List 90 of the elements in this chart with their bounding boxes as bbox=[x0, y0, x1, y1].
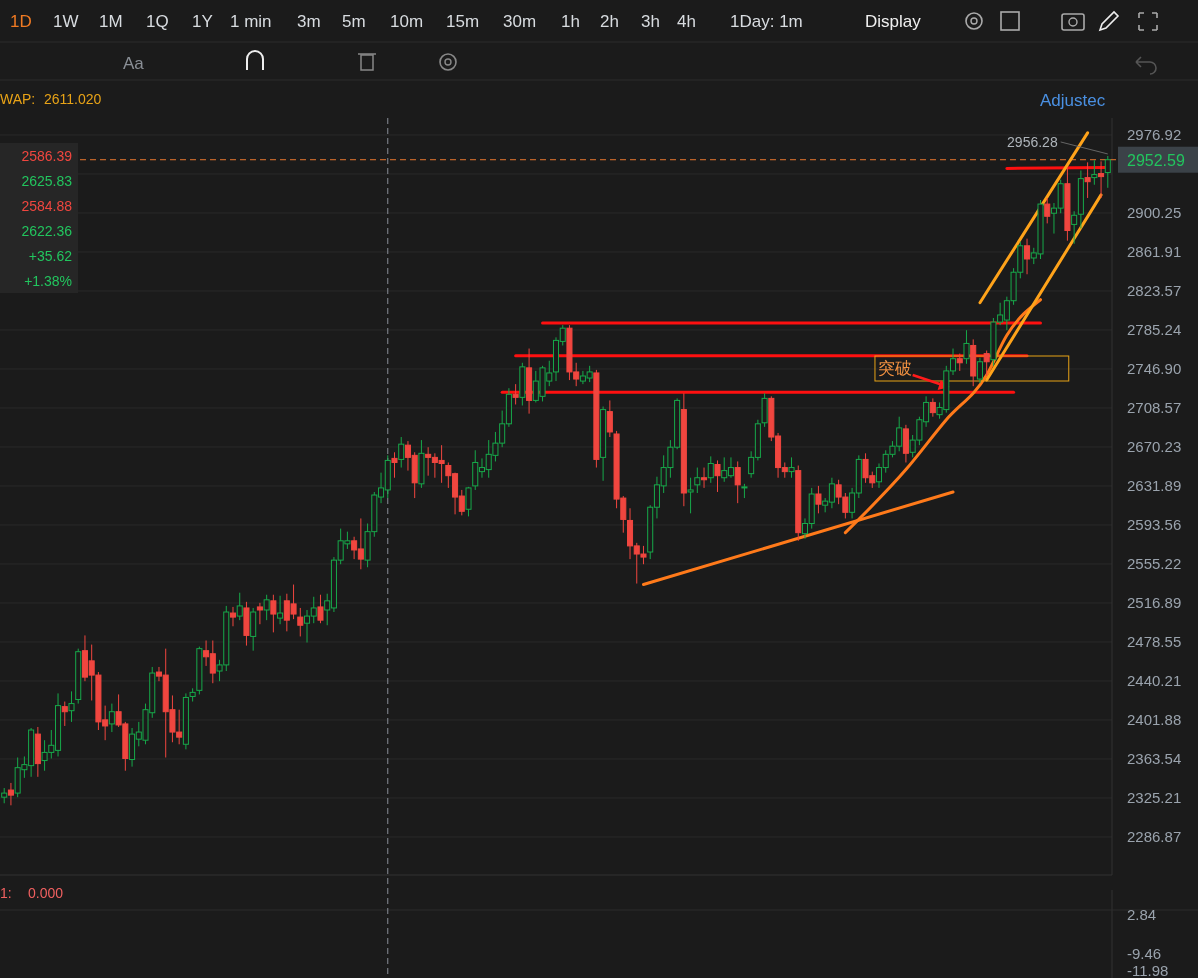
y-tick-label: 2900.25 bbox=[1127, 203, 1182, 221]
y-tick-label: 2823.57 bbox=[1127, 281, 1182, 299]
text: 2611.020 bbox=[44, 91, 102, 107]
candlestick bbox=[606, 399, 613, 438]
candlestick bbox=[687, 477, 694, 514]
candlestick bbox=[1091, 159, 1098, 186]
annotation: 2625.83 bbox=[21, 173, 73, 189]
candlestick bbox=[983, 350, 990, 377]
candlestick bbox=[465, 486, 472, 517]
annotation: 突破 bbox=[878, 359, 913, 378]
candlestick bbox=[694, 467, 701, 494]
y-tick-label: 2325.21 bbox=[1127, 788, 1182, 806]
candlestick bbox=[1098, 160, 1105, 199]
candlestick bbox=[1104, 155, 1111, 189]
candlestick bbox=[61, 701, 68, 727]
candlestick bbox=[297, 607, 304, 637]
text: WAP: bbox=[0, 91, 36, 107]
candlestick bbox=[68, 690, 75, 723]
candlestick bbox=[714, 459, 721, 493]
price-tag: 2952.59 bbox=[1118, 146, 1198, 173]
text: Aa bbox=[123, 54, 145, 73]
y-tick-label: 2861.91 bbox=[1127, 242, 1182, 260]
candlestick bbox=[976, 357, 983, 384]
text: 0.000 bbox=[28, 885, 64, 901]
ref-line-label: 2952.59 bbox=[1127, 151, 1185, 169]
text: 1h bbox=[561, 12, 580, 31]
candlestick bbox=[398, 436, 405, 469]
text: 1: bbox=[0, 885, 12, 901]
text: 3h bbox=[641, 12, 660, 31]
y-tick-label: 2631.89 bbox=[1127, 476, 1182, 494]
candlestick bbox=[108, 703, 115, 733]
y-tick-label: 2516.89 bbox=[1127, 593, 1182, 611]
text: 30m bbox=[503, 12, 537, 31]
text: 3m bbox=[297, 12, 321, 31]
candlestick bbox=[317, 594, 324, 624]
candlestick bbox=[701, 467, 708, 489]
candlestick bbox=[263, 594, 270, 621]
annotation: 2584.88 bbox=[21, 198, 73, 214]
y-tick-label: 2440.21 bbox=[1127, 671, 1182, 689]
text: 1Day: 1m bbox=[730, 12, 803, 31]
candlestick bbox=[512, 383, 519, 405]
y-tick-label: 2478.55 bbox=[1127, 632, 1182, 650]
y-tick-label: 2746.90 bbox=[1127, 359, 1182, 377]
candlestick bbox=[734, 460, 741, 504]
text: 4h bbox=[677, 12, 696, 31]
y-tick-label: 2593.56 bbox=[1127, 515, 1182, 533]
candlestick bbox=[1024, 238, 1031, 275]
candlestick bbox=[236, 592, 243, 621]
y-tick-label: 2555.22 bbox=[1127, 554, 1182, 572]
candlestick bbox=[229, 606, 237, 627]
y-tick-label: 2363.54 bbox=[1127, 749, 1182, 767]
text: 5m bbox=[342, 12, 366, 31]
candlestick bbox=[788, 456, 795, 479]
y-tick-label: 2401.88 bbox=[1127, 710, 1182, 728]
candlestick bbox=[270, 594, 277, 633]
annotation: 2586.39 bbox=[21, 148, 73, 164]
text: 1Y bbox=[192, 12, 213, 31]
text: 15m bbox=[446, 12, 480, 31]
candlestick bbox=[1071, 210, 1078, 245]
text: 1 min bbox=[230, 12, 272, 31]
y-tick-label: 2785.24 bbox=[1127, 320, 1182, 338]
text: 2.84 bbox=[1127, 906, 1157, 923]
candlestick bbox=[963, 329, 970, 365]
candlestick bbox=[1084, 161, 1091, 199]
y-tick-label: 2708.57 bbox=[1127, 398, 1182, 416]
candlestick bbox=[391, 451, 398, 479]
text: 10m bbox=[390, 12, 424, 31]
annotation: 2956.28 bbox=[1007, 133, 1058, 150]
annotation: +35.62 bbox=[28, 248, 73, 264]
text: 1D bbox=[10, 12, 32, 31]
candlestick bbox=[277, 595, 284, 625]
text: Adjustec bbox=[1040, 91, 1106, 110]
candlestick bbox=[7, 782, 14, 806]
candlestick bbox=[929, 397, 936, 418]
candlestick bbox=[256, 602, 263, 625]
text: 2h bbox=[600, 12, 619, 31]
candlestick bbox=[1044, 197, 1051, 224]
text: Display bbox=[865, 12, 922, 31]
candlestick bbox=[815, 485, 822, 514]
annotation: 2622.36 bbox=[21, 223, 73, 239]
annotation: +1.38% bbox=[24, 273, 72, 289]
text: -11.98 bbox=[1127, 962, 1169, 978]
y-tick-label: 2670.23 bbox=[1127, 437, 1182, 455]
text: 1W bbox=[53, 12, 79, 31]
text: 1Q bbox=[146, 12, 169, 31]
text: 1M bbox=[99, 12, 123, 31]
candlestick bbox=[707, 455, 714, 484]
y-tick-label: 2976.92 bbox=[1127, 125, 1182, 143]
text: -9.46 bbox=[1127, 945, 1162, 962]
y-tick-label: 2286.87 bbox=[1127, 827, 1182, 845]
